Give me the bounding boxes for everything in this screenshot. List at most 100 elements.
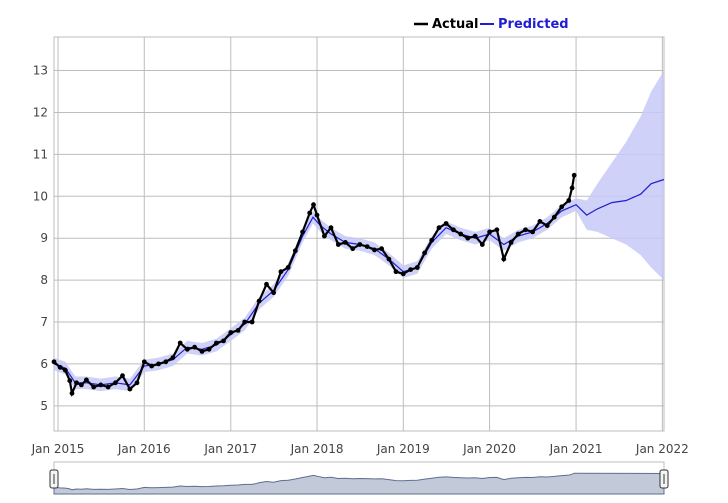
actual-point [300,229,305,235]
actual-point [465,235,471,241]
actual-point [350,246,356,252]
y-tick-label: 5 [40,399,48,413]
actual-point [494,227,500,233]
y-tick-label: 8 [40,273,48,287]
actual-point [278,269,284,275]
predicted-band [54,70,664,392]
actual-point [393,269,399,275]
actual-point [559,204,565,210]
prediction-band-layer [54,70,664,392]
actual-point [69,390,75,396]
actual-point [249,319,255,325]
actual-point [271,290,276,296]
actual-point [206,346,212,352]
actual-point [422,250,427,256]
actual-point [256,298,262,304]
actual-point [177,340,183,346]
x-tick-label: Jan 2018 [290,442,344,456]
actual-point [307,210,313,216]
actual-point [127,386,133,392]
y-tick-label: 7 [40,315,48,329]
actual-point [408,267,413,272]
actual-trace [53,175,576,398]
actual-point [343,240,348,245]
actual-point [292,248,298,254]
x-tick-label: Jan 2015 [31,442,85,456]
actual-point [285,265,291,270]
actual-point [62,367,68,373]
actual-point [429,237,435,243]
actual-point [74,380,79,386]
actual-point [566,198,572,203]
actual-point [530,229,535,235]
actual-point [314,212,320,218]
actual-point [386,256,392,262]
actual-point [508,240,514,245]
actual-point [487,229,492,235]
actual-point [479,242,485,247]
actual-point [163,359,169,365]
actual-point [523,227,528,233]
x-tick-label: Jan 2021 [549,442,603,456]
actual-point [91,384,97,390]
actual-point [357,242,363,247]
actual-point [113,380,118,386]
actual-point [544,223,550,229]
axes: 5 6 7 8 9 10 11 12 13 Jan 2015 Jan 2016 Jan 2017 Jan… [31,64,689,456]
actual-point [414,265,420,270]
actual-point [264,281,269,287]
y-tick-label: 6 [40,357,48,371]
actual-point [228,330,234,335]
x-tick-label: Jan 2019 [376,442,430,456]
actual-point [311,202,316,208]
actual-point [379,246,384,252]
x-tick-label: Jan 2017 [203,442,257,456]
x-tick-label: Jan 2020 [462,442,516,456]
actual-point [51,359,57,365]
actual-point [372,247,377,253]
actual-point [84,377,89,383]
actual-point [335,242,341,247]
actual-point [242,319,248,325]
actual-point [551,214,557,220]
range-slider[interactable] [49,461,669,495]
y-tick-label: 9 [40,231,48,245]
actual-series-layer [51,172,577,398]
actual-point [451,227,456,233]
y-tick-label: 13 [33,64,48,78]
y-tick-label: 10 [33,189,48,203]
actual-point [364,244,370,250]
actual-point [79,382,84,388]
legend-label-predicted[interactable]: Predicted [498,17,569,32]
range-slider-preview [53,472,665,495]
actual-point [156,361,161,367]
actual-point [67,378,73,384]
actual-point [170,355,176,360]
actual-point [192,344,198,350]
y-tick-label: 11 [33,147,48,161]
actual-point [214,340,219,346]
x-tick-label: Jan 2022 [635,442,689,456]
actual-point [458,231,464,237]
actual-point [141,359,147,365]
actual-point [501,256,507,262]
actual-point [515,231,521,237]
actual-point [322,233,327,239]
actual-point [120,373,125,379]
legend: Actual Predicted [414,17,569,32]
actual-point [184,346,190,352]
actual-point [57,364,63,370]
actual-point [571,172,577,178]
x-tick-label: Jan 2016 [117,442,171,456]
actual-point [221,338,226,344]
actual-point [105,384,111,390]
actual-point [472,233,478,239]
actual-point [537,219,543,224]
actual-point [134,380,140,386]
legend-label-actual[interactable]: Actual [432,17,478,32]
actual-point [400,271,406,277]
actual-point [436,225,442,231]
actual-point [98,382,104,388]
